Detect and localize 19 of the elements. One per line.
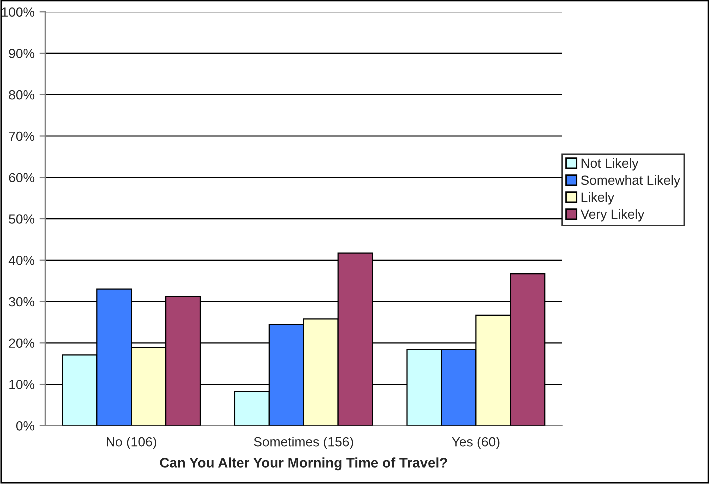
y-tick-label: 0% bbox=[16, 421, 35, 431]
y-tick-label: 30% bbox=[9, 297, 35, 307]
x-tick-label: Yes (60) bbox=[452, 437, 500, 450]
y-tick-label: 10% bbox=[10, 380, 35, 390]
x-tick-label: No (106) bbox=[107, 437, 156, 450]
legend-label: Very Likely bbox=[580, 209, 645, 222]
x-tick-label: Sometimes (156) bbox=[254, 437, 354, 450]
y-tick-label: 90% bbox=[9, 49, 35, 58]
y-tick-label: 80% bbox=[9, 90, 35, 100]
legend-label: Not Likely bbox=[582, 158, 639, 171]
y-tick-label: 50% bbox=[9, 214, 35, 224]
legend-label: Likely bbox=[582, 192, 614, 205]
y-tick-label: 100% bbox=[2, 8, 35, 18]
y-tick-label: 20% bbox=[9, 338, 35, 348]
x-axis-title: Can You Alter Your Morning Time of Travel? bbox=[160, 458, 448, 471]
legend-label: Somewhat Likely bbox=[581, 175, 681, 188]
y-tick-label: 60% bbox=[9, 173, 35, 183]
y-tick-label: 40% bbox=[8, 256, 35, 266]
y-tick-label: 70% bbox=[9, 132, 35, 142]
